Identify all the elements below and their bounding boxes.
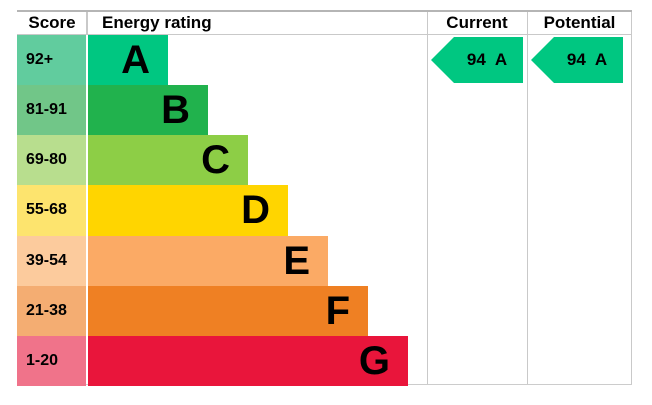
band-score-range-a: 92+ (17, 35, 86, 86)
band-bar-e: E (88, 235, 328, 286)
band-score-range-e: 39-54 (17, 235, 86, 286)
band-bar-b: B (88, 85, 208, 136)
current-rating-value: 94 (466, 50, 486, 69)
band-bar-g: G (88, 335, 408, 386)
band-score-range-f: 21-38 (17, 285, 86, 336)
score-column-header: Score (28, 13, 76, 32)
current-column-divider (427, 12, 428, 384)
potential-column-divider (527, 12, 528, 384)
potential-rating-band: A (594, 50, 608, 69)
epc-band-rows: 92+ A 81-91 B 69-80 C 55-68 D 39-54 E 21-38 F 1-20 G (17, 35, 427, 386)
epc-band-row-a: 92+ A (17, 35, 427, 86)
band-score-range-c: 69-80 (17, 135, 86, 186)
band-score-range-g: 1-20 (17, 335, 86, 386)
score-column-divider (86, 12, 88, 34)
current-column-header: Current (446, 13, 508, 32)
epc-band-row-d: 55-68 D (17, 185, 427, 236)
epc-band-row-e: 39-54 E (17, 235, 427, 286)
energy-rating-column-header: Energy rating (102, 13, 212, 32)
band-score-range-b: 81-91 (17, 85, 86, 136)
potential-rating-arrow: 94 A (531, 37, 623, 83)
epc-band-row-g: 1-20 G (17, 335, 427, 386)
band-bar-d: D (88, 185, 288, 236)
band-bar-c: C (88, 135, 248, 186)
band-bar-a: A (88, 35, 168, 86)
current-rating-arrow: 94 A (431, 37, 523, 83)
table-right-border (631, 12, 632, 384)
current-rating-band: A (494, 50, 508, 69)
epc-band-row-b: 81-91 B (17, 85, 427, 136)
potential-column-header: Potential (543, 13, 616, 32)
band-score-range-d: 55-68 (17, 185, 86, 236)
potential-rating-value: 94 (566, 50, 586, 69)
epc-band-row-f: 21-38 F (17, 285, 427, 336)
band-bar-f: F (88, 285, 368, 336)
table-header-row: Score Energy rating Current Potential (17, 12, 632, 35)
epc-band-row-c: 69-80 C (17, 135, 427, 186)
epc-table: Score Energy rating Current Potential 92… (17, 10, 632, 386)
